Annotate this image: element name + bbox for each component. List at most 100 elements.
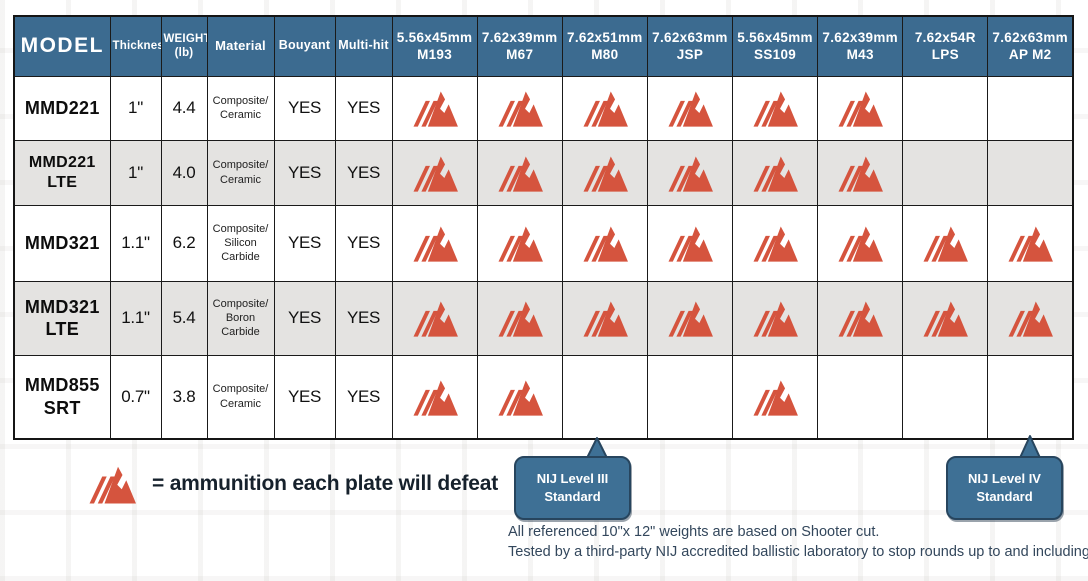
defeat-cell xyxy=(902,204,989,282)
weight-value: 3.8 xyxy=(160,354,208,440)
mountain-icon xyxy=(582,89,628,127)
mountain-icon xyxy=(752,299,798,337)
col-header-bouyant: Bouyant xyxy=(273,15,336,77)
col-header-thickness: Thickness xyxy=(109,15,162,77)
material-value: Composite/ Ceramic xyxy=(206,354,275,440)
ballistic-comparison-table: MODEL Thickness WEIGHT (lb) Material Bou… xyxy=(13,15,1074,440)
table-row: MMD321 LTE 1.1" 5.4 Composite/ Boron Car… xyxy=(13,280,1074,356)
footnote-weights: All referenced 10"x 12" weights are base… xyxy=(508,524,880,540)
defeat-cell xyxy=(476,139,563,206)
mountain-icon xyxy=(497,89,543,127)
model-name: MMD855 SRT xyxy=(13,354,111,440)
multihit-value: YES xyxy=(334,204,393,282)
mountain-icon xyxy=(497,224,543,262)
callout-line: Standard xyxy=(976,489,1033,504)
callout-line: NIJ Level III xyxy=(536,471,609,486)
table-row: MMD855 SRT 0.7" 3.8 Composite/ Ceramic Y… xyxy=(13,354,1074,440)
defeat-cell xyxy=(646,354,734,440)
defeat-cell xyxy=(987,204,1074,282)
defeat-cell xyxy=(391,354,478,440)
defeat-cell xyxy=(987,354,1074,440)
defeat-cell xyxy=(646,280,734,356)
multihit-value: YES xyxy=(334,139,393,206)
defeat-cell xyxy=(391,139,478,206)
defeat-cell xyxy=(987,280,1074,356)
weight-value: 4.0 xyxy=(160,139,208,206)
defeat-cell xyxy=(817,354,904,440)
defeat-cell xyxy=(731,354,819,440)
col-header-model: MODEL xyxy=(13,15,111,77)
col-header-ammo-m67: 7.62x39mm M67 xyxy=(476,15,563,77)
defeat-cell xyxy=(646,204,734,282)
defeat-cell xyxy=(731,204,819,282)
col-header-multihit: Multi-hit xyxy=(334,15,393,77)
bouyant-value: YES xyxy=(273,280,336,356)
material-value: Composite/ Ceramic xyxy=(206,75,275,141)
weight-value: 4.4 xyxy=(160,75,208,141)
mountain-icon xyxy=(667,154,713,192)
defeat-cell xyxy=(731,139,819,206)
bouyant-value: YES xyxy=(273,354,336,440)
mountain-icon xyxy=(922,299,968,337)
mountain-icon xyxy=(837,154,883,192)
defeat-cell xyxy=(987,75,1074,141)
mountain-icon xyxy=(582,299,628,337)
defeat-cell xyxy=(391,75,478,141)
defeat-cell xyxy=(902,280,989,356)
table-row: MMD221 LTE 1" 4.0 Composite/ Ceramic YES… xyxy=(13,139,1074,206)
defeat-cell xyxy=(902,354,989,440)
defeat-cell xyxy=(987,139,1074,206)
bouyant-value: YES xyxy=(273,204,336,282)
mountain-icon xyxy=(412,378,458,416)
mountain-icon xyxy=(88,464,136,504)
legend-label: = ammunition each plate will defeat xyxy=(152,472,499,495)
mountain-icon xyxy=(752,224,798,262)
mountain-icon xyxy=(667,224,713,262)
mountain-icon xyxy=(752,154,798,192)
table-header-row: MODEL Thickness WEIGHT (lb) Material Bou… xyxy=(13,15,1074,77)
mountain-icon xyxy=(412,224,458,262)
defeat-cell xyxy=(391,280,478,356)
footnotes: All referenced 10"x 12" weights are base… xyxy=(508,522,1088,562)
bouyant-value: YES xyxy=(273,75,336,141)
defeat-cell xyxy=(817,139,904,206)
col-header-ammo-apm2: 7.62x63mm AP M2 xyxy=(987,15,1074,77)
defeat-cell xyxy=(902,75,989,141)
table-row: MMD321 1.1" 6.2 Composite/ Silicon Carbi… xyxy=(13,204,1074,282)
col-header-ammo-jsp: 7.62x63mm JSP xyxy=(646,15,734,77)
model-name: MMD221 LTE xyxy=(13,139,111,206)
material-value: Composite/ Silicon Carbide xyxy=(206,204,275,282)
defeat-cell xyxy=(817,204,904,282)
callout-arrow-level4 xyxy=(1018,435,1042,460)
defeat-cell xyxy=(817,280,904,356)
mountain-icon xyxy=(667,299,713,337)
defeat-cell xyxy=(561,280,648,356)
thickness-value: 0.7" xyxy=(109,354,162,440)
col-header-ammo-m43: 7.62x39mm M43 xyxy=(817,15,904,77)
defeat-cell xyxy=(561,75,648,141)
material-value: Composite/ Boron Carbide xyxy=(206,280,275,356)
col-header-material: Material xyxy=(206,15,275,77)
defeat-cell xyxy=(561,204,648,282)
defeat-cell xyxy=(646,139,734,206)
col-header-weight: WEIGHT (lb) xyxy=(160,15,208,77)
model-name: MMD221 xyxy=(13,75,111,141)
legend: = ammunition each plate will defeat xyxy=(88,464,498,504)
defeat-cell xyxy=(817,75,904,141)
mountain-icon xyxy=(1007,299,1053,337)
defeat-cell xyxy=(561,354,648,440)
mountain-icon xyxy=(412,299,458,337)
mountain-icon xyxy=(922,224,968,262)
mountain-icon xyxy=(837,224,883,262)
weight-value: 6.2 xyxy=(160,204,208,282)
mountain-icon xyxy=(497,299,543,337)
callout-nij-level4: NIJ Level IV Standard xyxy=(946,456,1063,520)
mountain-icon xyxy=(1007,224,1053,262)
defeat-cell xyxy=(902,139,989,206)
defeat-cell xyxy=(476,75,563,141)
defeat-cell xyxy=(731,75,819,141)
defeat-cell xyxy=(391,204,478,282)
col-header-ammo-m193: 5.56x45mm M193 xyxy=(391,15,478,77)
multihit-value: YES xyxy=(334,354,393,440)
callout-nij-level3: NIJ Level III Standard xyxy=(514,456,631,520)
